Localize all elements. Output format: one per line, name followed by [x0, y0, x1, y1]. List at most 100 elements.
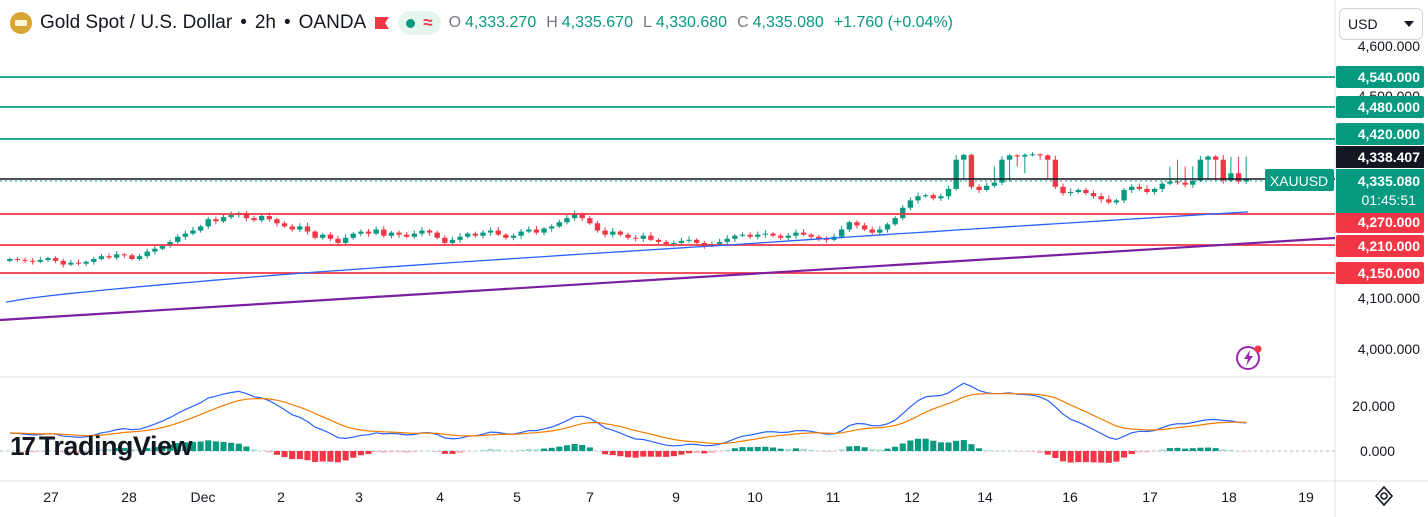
histogram-bar [258, 450, 265, 452]
candle-body [1045, 155, 1051, 160]
histogram-bar [502, 450, 509, 452]
histogram-bar [815, 450, 822, 452]
histogram-bar [922, 438, 929, 451]
x-tick-label: 17 [1142, 489, 1158, 505]
candle-body [1136, 186, 1143, 189]
histogram-bar [411, 451, 418, 452]
histogram-bar [243, 446, 250, 451]
histogram-bar [708, 451, 716, 453]
candle-body [113, 254, 120, 258]
candle-body [900, 207, 906, 219]
candle-body [312, 231, 318, 238]
flag-icon[interactable] [374, 15, 390, 31]
histogram-bar [60, 451, 67, 453]
level-badge [1336, 211, 1424, 233]
candle-body [976, 186, 982, 190]
histogram-bar [670, 451, 677, 457]
histogram-bar [640, 451, 647, 457]
crosshair-price-label: 4,338.407 [1358, 149, 1420, 165]
symbol-title[interactable]: Gold Spot / U.S. Dollar [40, 12, 233, 33]
histogram-bar [1029, 451, 1036, 452]
histogram-bar [663, 451, 670, 457]
histogram-bar [98, 449, 105, 451]
histogram-bar [1204, 447, 1212, 451]
level-label: 4,270.000 [1358, 214, 1420, 230]
interval-label[interactable]: 2h [254, 12, 276, 33]
candle-body [152, 248, 158, 252]
currency-select[interactable]: USD [1339, 8, 1423, 40]
candle-body [388, 232, 395, 236]
candle-body [800, 232, 807, 235]
candle-body [510, 235, 517, 238]
candle-body [434, 232, 440, 238]
candle-body [961, 154, 967, 160]
candle-body [793, 232, 799, 236]
histogram-bar [479, 449, 487, 451]
histogram-bar [1159, 449, 1166, 451]
candle-body [213, 219, 219, 222]
candle-body [655, 239, 662, 242]
candle-body [678, 240, 685, 243]
candle-body [327, 234, 334, 239]
symbol-badge [1265, 169, 1334, 191]
histogram-bar [495, 449, 502, 451]
candle-body [465, 233, 471, 237]
histogram-bar [29, 451, 36, 453]
candle-body [1220, 159, 1226, 181]
histogram-bar [1098, 451, 1105, 463]
histogram-bar [678, 451, 685, 455]
market-status-pill[interactable]: ≈ [398, 11, 441, 35]
candle-body [1182, 182, 1188, 185]
candle-body [579, 214, 585, 219]
x-tick-label: 16 [1062, 489, 1078, 505]
histogram-bar [739, 447, 746, 451]
histogram-bar [548, 447, 555, 451]
level-label: 4,480.000 [1358, 99, 1420, 115]
candle-body [60, 260, 66, 265]
histogram-bar [167, 444, 174, 451]
candle-body [22, 259, 28, 261]
candle-body [1090, 193, 1097, 197]
candle-body [785, 235, 791, 238]
level-badge [1336, 123, 1424, 145]
histogram-bar [373, 451, 380, 453]
histogram-bar [838, 449, 845, 451]
gold-symbol-icon [10, 12, 32, 34]
candle-body [1014, 155, 1020, 157]
candle-body [37, 259, 44, 262]
candle-body [953, 159, 959, 189]
settings-icon[interactable] [1372, 484, 1396, 508]
histogram-bar [113, 447, 120, 451]
flash-icon[interactable] [1234, 342, 1264, 372]
change-value: +1.760 (+0.04%) [833, 14, 954, 31]
time-axis: 27 28 Dec 2 3 4 5 7 9 10 11 12 14 16 17 18 19 [43, 489, 1314, 505]
candle-body [1235, 173, 1242, 182]
candle-body [1159, 183, 1165, 189]
histogram-bar [487, 448, 494, 451]
histogram-bar [6, 451, 13, 452]
candle-body [129, 255, 135, 259]
histogram-bar [44, 450, 52, 452]
candle-body [739, 234, 746, 236]
candle-body [945, 188, 952, 197]
histogram-bar [312, 451, 319, 462]
histogram-bar [525, 448, 532, 451]
y-tick-label: 4,100.000 [1358, 290, 1420, 306]
y-tick-label: 4,000.000 [1358, 341, 1420, 357]
histogram-bar [586, 447, 593, 451]
histogram-bar [105, 448, 113, 451]
histogram-bar [1075, 451, 1082, 463]
tradingview-logo[interactable]: 17 TradingView [10, 431, 192, 462]
histogram-bar [304, 451, 311, 461]
candle-body [1174, 181, 1181, 183]
histogram-bar [1037, 451, 1044, 453]
x-tick-label: 12 [904, 489, 920, 505]
candle-body [594, 223, 601, 231]
candle-body [274, 219, 280, 224]
x-tick-label: 19 [1298, 489, 1314, 505]
histogram-bar [792, 448, 799, 451]
histogram-bar [22, 451, 29, 452]
candle-body [686, 239, 692, 241]
wave-icon: ≈ [423, 13, 433, 32]
